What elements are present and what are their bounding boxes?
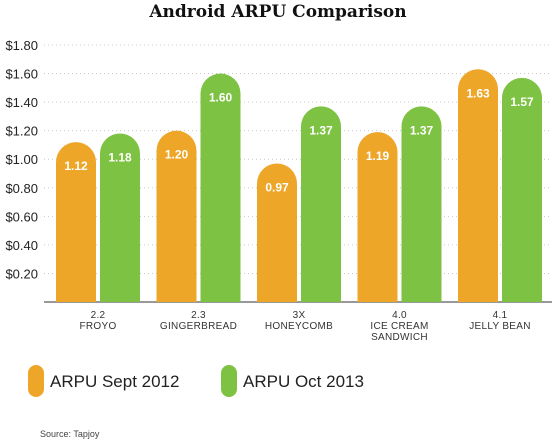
y-tick-label: $0.40 [5,238,38,253]
data-label: 1.12 [64,159,88,173]
x-tick-label: 2.3 [191,310,206,321]
x-tick-label: SANDWICH [371,332,428,343]
y-tick-label: $1.40 [5,95,38,110]
y-tick-label: $1.20 [5,124,38,139]
y-tick-label: $1.80 [5,38,38,53]
x-tick-label: ICE CREAM [370,321,428,332]
bar [458,69,498,303]
x-tick-label: 4.0 [392,310,407,321]
source-note: Source: Tapjoy [40,429,100,439]
bar [502,77,542,302]
x-tick-label: FROYO [79,321,116,332]
legend-label: ARPU Oct 2013 [243,372,364,391]
data-label: 1.19 [366,149,390,163]
data-label: 0.97 [265,181,289,195]
x-tick-label: 4.1 [493,310,508,321]
y-tick-label: $0.20 [5,266,38,281]
legend-swatch [28,365,44,397]
y-tick-label: $1.60 [5,67,38,82]
data-label: 1.37 [410,123,434,137]
x-tick-label: 3X [293,310,306,321]
x-tick-label: JELLY BEAN [469,321,531,332]
bar [301,106,341,302]
data-label: 1.60 [209,91,233,105]
data-label: 1.63 [466,86,490,100]
y-tick-label: $0.60 [5,209,38,224]
data-label: 1.37 [309,123,333,137]
bar [156,130,197,302]
y-tick-label: $0.80 [5,181,38,196]
x-tick-label: 2.2 [91,310,106,321]
x-tick-label: GINGERBREAD [160,321,237,332]
bar [200,73,241,302]
data-label: 1.57 [510,95,534,109]
bar [357,132,398,302]
legend-label: ARPU Sept 2012 [50,372,179,391]
bar [257,163,297,302]
data-label: 1.18 [108,151,132,165]
x-tick-label: HONEYCOMB [265,321,333,332]
y-tick-label: $1.00 [5,152,38,167]
bar [401,106,442,302]
bars: 1.12 1.18 1.20 1.60 0.97 1.37 1.19 1.37 1.63 1.57 [56,69,542,303]
bar [56,142,96,302]
legend: ARPU Sept 2012 ARPU Oct 2013 [28,365,364,397]
data-label: 1.20 [165,148,189,162]
legend-swatch [221,365,237,397]
bar [100,133,140,302]
y-axis: $0.20 $0.40 $0.60 $0.80 $1.00 $1.20 $1.40 $1.60… [5,38,38,281]
chart-title: Android ARPU Comparison [148,2,406,22]
